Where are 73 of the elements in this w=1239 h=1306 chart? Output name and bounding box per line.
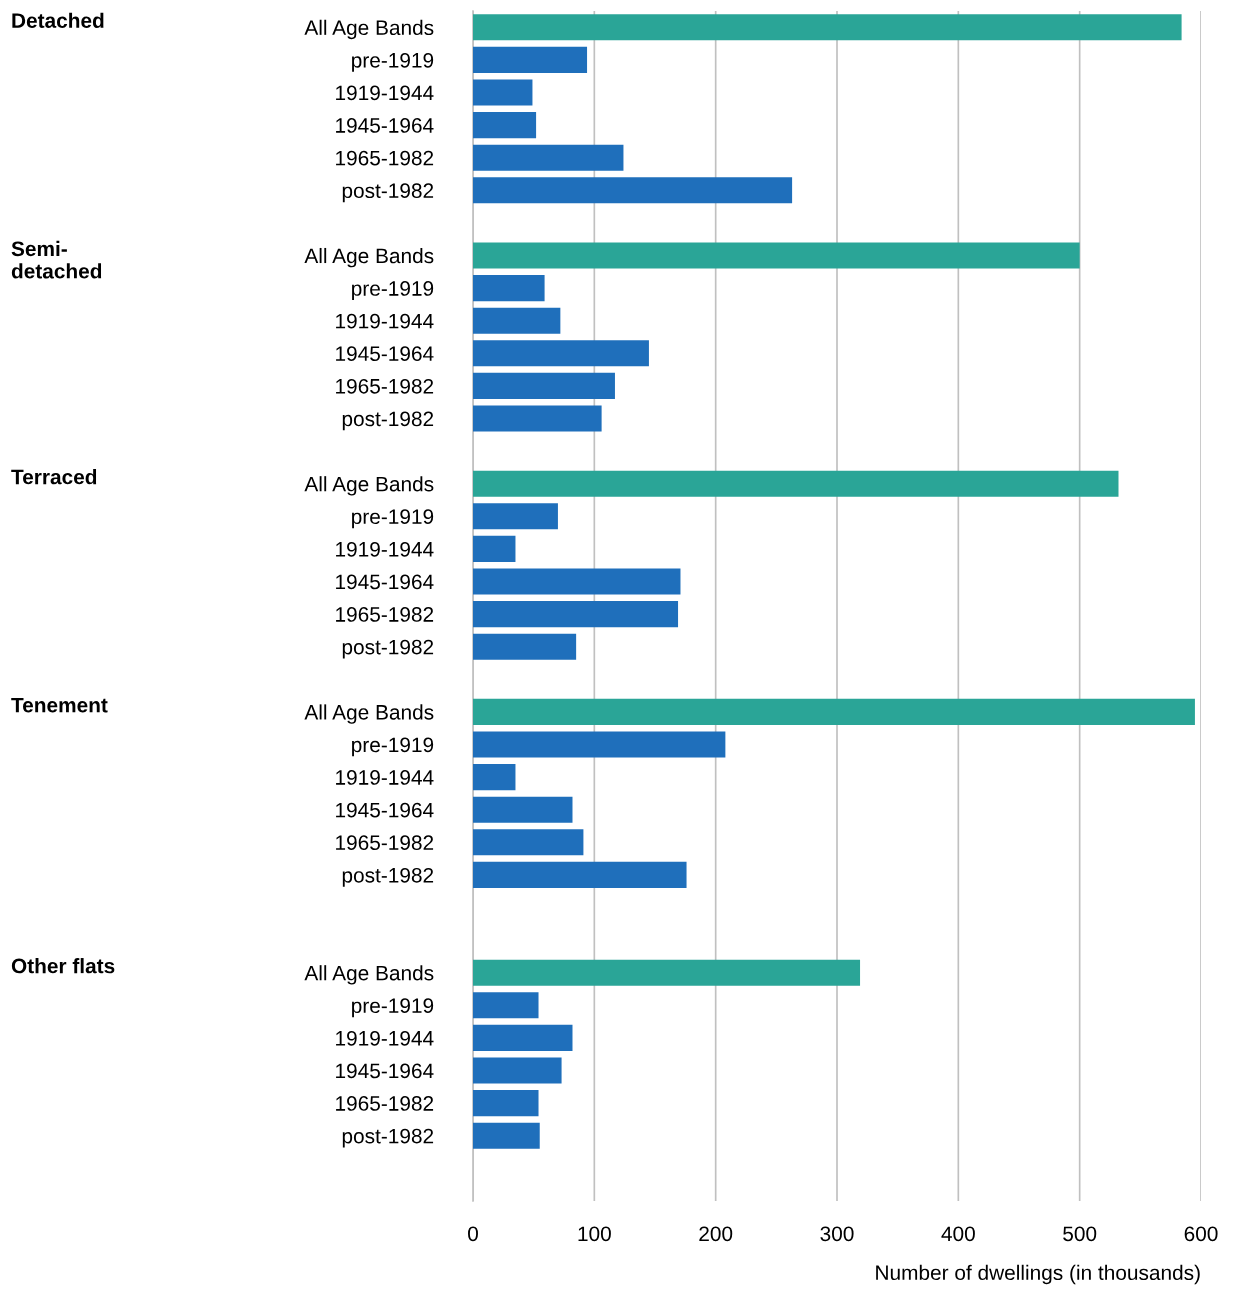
y-tick-label: All Age Bands xyxy=(304,247,434,268)
y-tick-label: 1945-1964 xyxy=(336,574,434,590)
bar xyxy=(473,535,516,562)
bar xyxy=(473,14,1182,41)
bar xyxy=(473,242,1080,269)
y-tick-label: All Age Bands xyxy=(304,19,434,40)
y-tick-label: pre-1919 xyxy=(352,52,434,72)
bar xyxy=(473,1057,562,1084)
bar xyxy=(473,992,539,1019)
bar xyxy=(473,79,533,106)
y-tick-label: 1919-1944 xyxy=(336,541,434,557)
x-tick-label: 400 xyxy=(941,1226,975,1242)
bar xyxy=(473,731,726,758)
y-tick-label: 1965-1982 xyxy=(336,607,434,622)
bar xyxy=(473,861,687,888)
bar xyxy=(473,568,681,595)
y-tick-label: 1965-1982 xyxy=(336,1096,434,1111)
y-tick-label: post-1982 xyxy=(342,1128,434,1148)
bar xyxy=(473,340,649,367)
bar xyxy=(473,1122,540,1149)
text: Terraced xyxy=(11,469,97,485)
x-tick-label: 300 xyxy=(820,1226,854,1242)
bar xyxy=(473,470,1119,497)
y-tick-label: pre-1919 xyxy=(352,737,434,757)
bar xyxy=(473,307,561,334)
y-tick-label: 1965-1982 xyxy=(336,150,434,166)
bar xyxy=(473,177,793,204)
x-tick-label: 200 xyxy=(699,1226,733,1242)
x-tick-label: 100 xyxy=(578,1226,611,1242)
bar xyxy=(473,144,624,171)
x-axis-title: Number of dwellings (in thousands) xyxy=(876,1264,1200,1285)
y-tick-label: 1919-1944 xyxy=(336,85,434,101)
y-tick-label: All Age Bands xyxy=(304,965,434,985)
y-tick-label: 1965-1982 xyxy=(336,835,434,851)
y-tick-label: 1919-1944 xyxy=(336,313,434,329)
y-tick-label: post-1982 xyxy=(342,411,434,431)
bar xyxy=(473,1024,573,1051)
y-tick-label: post-1982 xyxy=(342,867,434,887)
x-tick-label: 600 xyxy=(1184,1226,1218,1242)
x-tick-label: 0 xyxy=(468,1226,478,1242)
bar xyxy=(473,829,584,856)
text: Semi- detached xyxy=(11,240,102,279)
y-tick-label: post-1982 xyxy=(342,183,434,203)
y-tick-label: pre-1919 xyxy=(352,281,434,300)
bar xyxy=(473,112,537,139)
bar xyxy=(473,503,558,530)
y-tick-label: 1945-1964 xyxy=(336,802,434,818)
bar xyxy=(473,601,679,628)
bar xyxy=(473,405,602,432)
x-tick-label: 500 xyxy=(1063,1226,1097,1242)
y-tick-label: 1945-1964 xyxy=(336,346,434,362)
bar xyxy=(473,796,573,823)
y-tick-label: All Age Bands xyxy=(304,476,434,496)
y-tick-label: post-1982 xyxy=(342,639,434,659)
text: Other flats xyxy=(11,958,115,974)
bar xyxy=(473,46,588,73)
y-tick-label: 1919-1944 xyxy=(336,770,434,785)
y-tick-label: All Age Bands xyxy=(304,704,434,724)
bar xyxy=(473,633,577,660)
bar xyxy=(473,959,861,986)
text: Tenement xyxy=(11,697,108,713)
y-tick-label: 1919-1944 xyxy=(336,1030,434,1046)
y-tick-label: 1945-1964 xyxy=(336,1063,434,1079)
bar xyxy=(473,275,545,302)
bar xyxy=(473,372,615,399)
y-tick-label: 1965-1982 xyxy=(336,378,434,394)
bar xyxy=(473,764,516,791)
y-tick-label: pre-1919 xyxy=(352,998,434,1018)
y-tick-label: pre-1919 xyxy=(352,509,434,529)
text: Detached xyxy=(12,12,104,28)
bar xyxy=(473,698,1195,725)
bar xyxy=(473,1090,539,1117)
y-tick-label: 1945-1964 xyxy=(336,118,434,133)
